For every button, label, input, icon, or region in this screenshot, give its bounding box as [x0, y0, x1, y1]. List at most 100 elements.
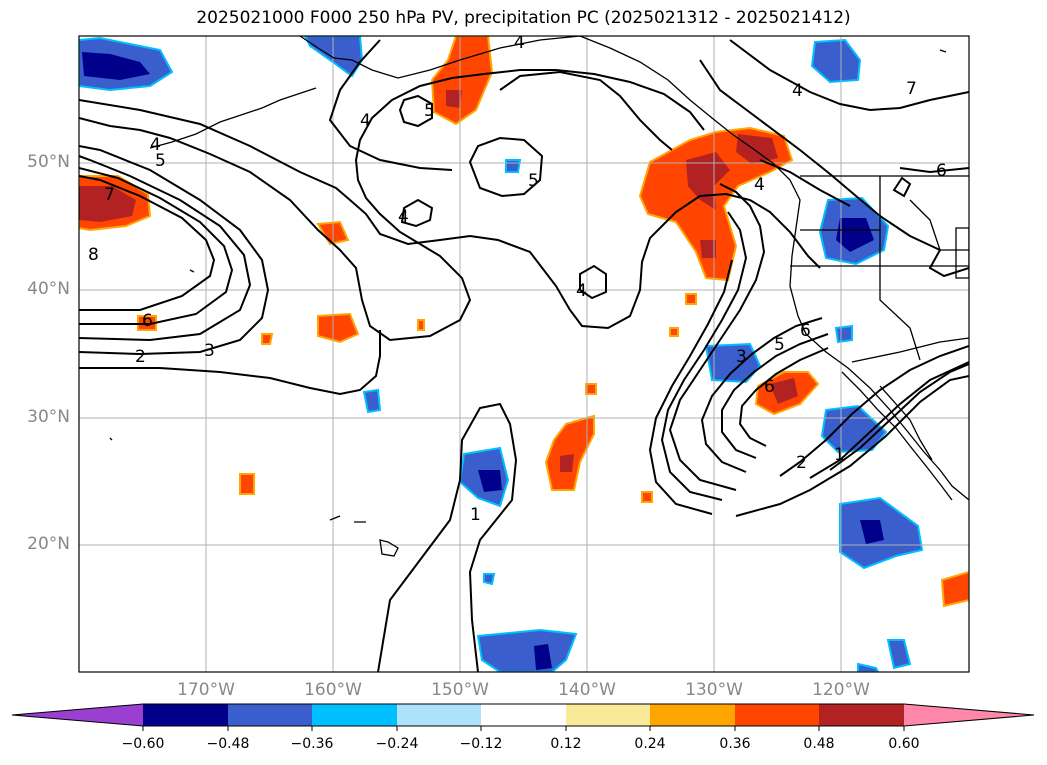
- colorbar-extend-low: [12, 704, 143, 726]
- colorbar-tick-label: −0.24: [375, 736, 419, 752]
- contour-label: 4: [150, 135, 161, 155]
- contour-label: 3: [204, 341, 215, 361]
- contour-label: 6: [764, 377, 775, 397]
- colorbar-tick-label: −0.60: [121, 736, 165, 752]
- colorbar-segment: [481, 704, 566, 726]
- contour-label: 6: [142, 311, 153, 331]
- pv-contour: [759, 159, 851, 207]
- pv-contour: [699, 59, 941, 251]
- pv-contour: [928, 249, 969, 278]
- pv-contour: [579, 264, 607, 300]
- pv-contour: [668, 183, 766, 491]
- precip-neg-core: [82, 52, 150, 80]
- colorbar-segment: [735, 704, 819, 726]
- contour-label: 4: [754, 175, 765, 195]
- small-island: [939, 49, 947, 53]
- precip-pos-core: [770, 378, 798, 404]
- precip-neg-region: [505, 159, 522, 173]
- small-island: [109, 437, 113, 441]
- precip-shading: [79, 36, 969, 672]
- precip-pos-core: [79, 186, 136, 222]
- state-border: [879, 266, 921, 361]
- precip-pos-core: [560, 454, 574, 472]
- precip-neg-region: [886, 639, 912, 670]
- pv-contour: [79, 99, 821, 330]
- colorbar-extend-high: [904, 704, 1034, 726]
- colorbar-segment: [397, 704, 481, 726]
- contour-label: 7: [906, 79, 917, 99]
- contour-label: 8: [88, 245, 99, 265]
- lon-label: 160°W: [304, 680, 362, 700]
- pv-contour: [354, 69, 705, 245]
- map-title: 2025021000 F000 250 hPa PV, precipitatio…: [196, 8, 851, 28]
- pv-contours: [79, 39, 969, 672]
- precip-pos-region: [261, 333, 274, 345]
- precip-pos-region: [641, 491, 653, 503]
- colorbar-segment: [819, 704, 904, 726]
- colorbar-tick-label: 0.12: [550, 736, 582, 752]
- lon-label: 130°W: [685, 680, 743, 700]
- pv-contour: [79, 330, 381, 396]
- pv-contour: [660, 211, 748, 501]
- colorbar-segment: [312, 704, 397, 726]
- pv-contour: [79, 175, 216, 311]
- colorbar-tick-label: 0.36: [719, 736, 751, 752]
- lon-label: 150°W: [431, 680, 489, 700]
- pv-contour: [809, 361, 969, 479]
- pv-contour: [400, 198, 434, 228]
- pv-contour: [729, 39, 969, 112]
- map-frame: [78, 35, 970, 673]
- precip-pos-region: [239, 473, 255, 495]
- pv-contour: [899, 167, 969, 174]
- alaska-coast: [299, 36, 581, 79]
- pv-contour: [779, 345, 969, 477]
- pv-contour: [648, 259, 733, 515]
- lat-label: 50°N: [27, 152, 70, 172]
- colorbar-segment: [566, 704, 650, 726]
- pv-contour: [735, 375, 969, 517]
- pv-contour: [892, 176, 912, 198]
- aleutian-islands: [149, 87, 317, 149]
- precip-pos-region: [317, 312, 360, 344]
- contour-label: 5: [424, 101, 435, 121]
- contour-label: 6: [800, 321, 811, 341]
- contour-label: 5: [774, 335, 785, 355]
- precip-neg-region: [834, 324, 853, 344]
- precip-neg-region: [810, 38, 862, 84]
- colorbar-tick-label: −0.12: [459, 736, 503, 752]
- colorbar-tick-label: 0.24: [634, 736, 666, 752]
- precip-neg-region: [476, 628, 578, 672]
- contour-label: 4: [792, 81, 803, 101]
- contour-labels: 4 5 4 4 5 4 5 7 8 6 2 3 4 4 4 3 5 6 6 2 …: [88, 36, 947, 525]
- contour-label: 1: [834, 445, 845, 465]
- state-border: [909, 199, 969, 251]
- contour-label: 4: [360, 111, 371, 131]
- colorbar-segment: [228, 704, 312, 726]
- state-border: [955, 227, 969, 279]
- precip-neg-region: [362, 388, 382, 414]
- pv-contour: [79, 155, 252, 342]
- contour-label: 4: [576, 281, 587, 301]
- panhandle-coast: [579, 36, 969, 501]
- pv-contour: [721, 333, 829, 459]
- lat-label: 30°N: [27, 407, 70, 427]
- colorbar-tick-label: 0.60: [888, 736, 920, 752]
- precip-neg-core: [860, 520, 884, 544]
- precip-pos-core: [736, 134, 778, 164]
- graticule: [79, 36, 969, 672]
- precip-pos-region: [544, 414, 595, 491]
- pv-contour: [79, 167, 234, 325]
- contour-label: 2: [135, 347, 146, 367]
- precip-neg-region: [857, 662, 880, 672]
- precip-neg-region: [483, 573, 496, 586]
- lon-label: 140°W: [558, 680, 616, 700]
- lon-label: 170°W: [177, 680, 235, 700]
- precip-neg-core: [836, 218, 874, 252]
- pv-contour: [377, 402, 518, 672]
- colorbar-tick-label: −0.36: [290, 736, 334, 752]
- pv-contour: [829, 363, 969, 471]
- precip-neg-core: [478, 470, 502, 492]
- contour-label: 7: [104, 185, 115, 205]
- pv-contour: [499, 70, 673, 151]
